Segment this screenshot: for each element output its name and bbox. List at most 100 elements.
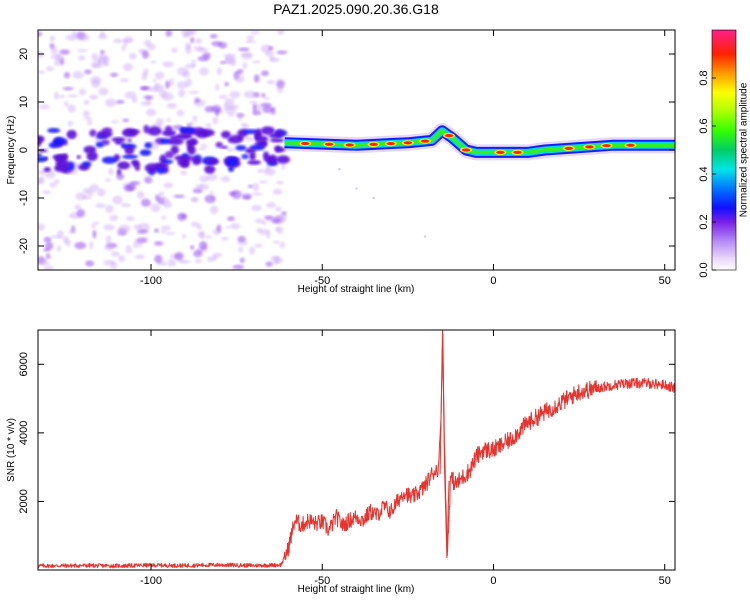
noise-blob — [38, 223, 45, 231]
noise-blob-core — [269, 138, 285, 143]
noise-blob — [165, 30, 173, 37]
noise-blob — [99, 49, 105, 55]
colorbar-tick-label: 0.2 — [698, 214, 710, 229]
noise-blob-core — [125, 129, 141, 135]
spectrogram-y-label: Frequency (Hz) — [6, 116, 17, 185]
noise-blob — [62, 236, 69, 244]
noise-blob — [194, 184, 205, 189]
noise-blob-core — [249, 151, 256, 161]
noise-blob — [275, 206, 282, 212]
noise-blob-core — [243, 129, 259, 135]
noise-blob — [228, 191, 237, 196]
noise-blob — [96, 188, 106, 197]
noise-blob — [181, 30, 193, 37]
snr-y-label: SNR (10 * v/v) — [6, 418, 17, 482]
noise-blob — [123, 63, 133, 72]
noise-blob — [110, 261, 118, 270]
noise-blob — [49, 182, 57, 188]
noise-blob — [125, 245, 132, 249]
noise-blob — [59, 94, 66, 99]
noise-blob — [46, 66, 55, 72]
spectrogram-x-tick-label: 50 — [659, 275, 671, 287]
noise-blob — [127, 138, 133, 143]
noise-blob — [166, 118, 172, 122]
noise-blob — [155, 118, 164, 126]
noise-blob — [161, 215, 167, 220]
noise-blob-core — [245, 148, 257, 154]
noise-blob — [68, 228, 76, 235]
noise-blob — [236, 113, 245, 118]
noise-blob — [226, 225, 231, 229]
noise-blob — [76, 155, 82, 160]
noise-blob — [136, 191, 145, 199]
noise-blob — [232, 264, 245, 270]
noise-blob — [84, 69, 92, 75]
noise-blob — [192, 188, 203, 194]
noise-blob — [219, 60, 226, 65]
spectrogram-x-tick-label: 0 — [490, 275, 496, 287]
snr-x-label: Height of straight line (km) — [298, 584, 415, 595]
noise-blob — [111, 120, 119, 124]
snr-x-tick-label: -50 — [314, 575, 330, 587]
noise-dot — [338, 168, 341, 171]
noise-blob — [45, 170, 56, 179]
spectrogram-y-tick-label: 0 — [18, 147, 30, 153]
noise-blob — [158, 191, 165, 197]
snr-y-ticks: 2000 4000 6000 — [18, 352, 675, 514]
noise-blob — [62, 86, 74, 91]
noise-blob — [64, 101, 69, 107]
noise-blob-core — [205, 158, 220, 165]
noise-blob — [78, 34, 90, 42]
signal-ridge — [284, 122, 675, 161]
noise-blob — [89, 241, 94, 250]
noise-blob — [209, 33, 218, 39]
noise-blob — [143, 95, 154, 100]
noise-blob — [176, 109, 185, 117]
noise-blob — [254, 243, 263, 248]
noise-blob — [268, 46, 274, 50]
noise-blob — [171, 47, 178, 54]
ridge-hotspot-core — [300, 141, 310, 146]
ridge-hotspot-core — [403, 141, 413, 145]
noise-blob — [89, 184, 100, 192]
noise-blob — [98, 33, 108, 40]
noise-blob — [118, 254, 126, 262]
noise-blob — [273, 240, 280, 244]
noise-blob-core — [174, 155, 190, 161]
noise-blob — [137, 239, 143, 248]
ridge-hotspot-core — [420, 139, 430, 143]
noise-blob — [75, 192, 87, 201]
noise-blob — [185, 42, 192, 50]
noise-blob — [189, 37, 195, 44]
noise-blob — [154, 71, 165, 80]
noise-blob — [154, 254, 163, 264]
noise-blob — [277, 30, 285, 35]
noise-blob — [78, 55, 86, 61]
noise-blob — [226, 147, 235, 152]
noise-blob — [39, 104, 50, 110]
snr-spike — [439, 330, 450, 559]
noise-blob — [45, 255, 53, 260]
noise-blob-core — [260, 126, 275, 135]
noise-blob-core — [117, 161, 131, 170]
noise-blob — [180, 214, 187, 219]
noise-blob-core — [180, 127, 196, 133]
noise-blob-core — [167, 137, 184, 146]
noise-blob — [120, 202, 131, 208]
noise-blob — [55, 53, 64, 62]
noise-blob — [39, 259, 50, 266]
noise-blob — [238, 47, 250, 52]
noise-blob — [245, 40, 256, 44]
noise-blob — [209, 191, 214, 195]
noise-blob-core — [154, 162, 169, 169]
spectrogram-y-tick-label: 20 — [18, 48, 30, 60]
noise-blob — [78, 88, 86, 96]
noise-blob — [85, 260, 95, 267]
noise-blob — [83, 110, 90, 118]
noise-blob — [204, 235, 213, 239]
noise-blob — [266, 202, 277, 209]
noise-blob — [202, 52, 211, 59]
noise-blob-core — [186, 141, 194, 150]
noise-blob — [160, 225, 172, 231]
noise-blob — [110, 72, 119, 78]
